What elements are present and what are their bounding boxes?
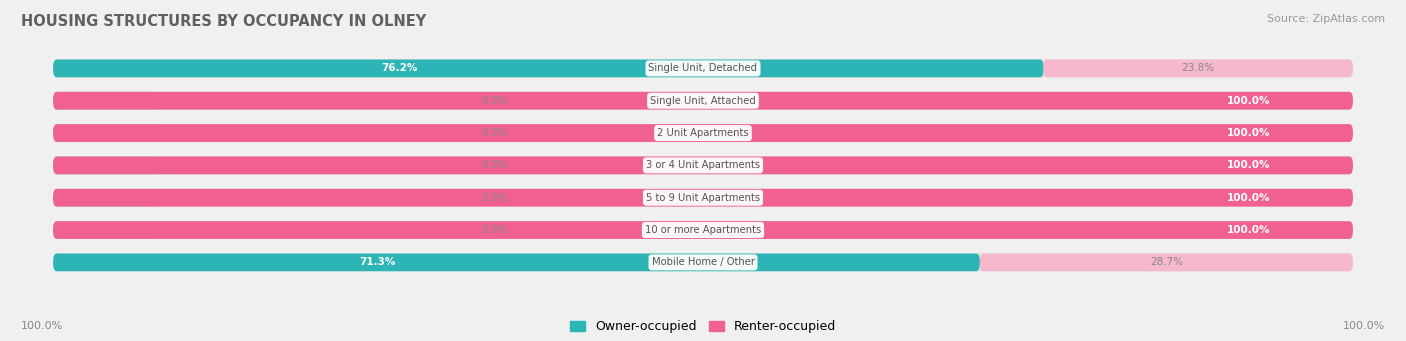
Text: 28.7%: 28.7% xyxy=(1150,257,1182,267)
FancyBboxPatch shape xyxy=(53,189,1353,207)
Text: 0.0%: 0.0% xyxy=(482,225,508,235)
Text: 0.0%: 0.0% xyxy=(482,193,508,203)
Text: 100.0%: 100.0% xyxy=(1227,160,1271,170)
Text: 0.0%: 0.0% xyxy=(482,128,508,138)
FancyBboxPatch shape xyxy=(53,189,157,207)
Text: 23.8%: 23.8% xyxy=(1181,63,1215,73)
Text: 10 or more Apartments: 10 or more Apartments xyxy=(645,225,761,235)
FancyBboxPatch shape xyxy=(53,60,1043,77)
FancyBboxPatch shape xyxy=(53,92,1353,109)
Text: 100.0%: 100.0% xyxy=(1227,225,1271,235)
Text: HOUSING STRUCTURES BY OCCUPANCY IN OLNEY: HOUSING STRUCTURES BY OCCUPANCY IN OLNEY xyxy=(21,14,426,29)
FancyBboxPatch shape xyxy=(53,92,157,109)
FancyBboxPatch shape xyxy=(53,157,1353,174)
Text: 71.3%: 71.3% xyxy=(360,257,395,267)
FancyBboxPatch shape xyxy=(980,253,1353,271)
FancyBboxPatch shape xyxy=(53,221,1353,239)
FancyBboxPatch shape xyxy=(53,221,1353,239)
FancyBboxPatch shape xyxy=(53,124,1353,142)
FancyBboxPatch shape xyxy=(53,92,1353,109)
FancyBboxPatch shape xyxy=(53,189,1353,207)
Text: 100.0%: 100.0% xyxy=(1343,321,1385,331)
FancyBboxPatch shape xyxy=(53,253,980,271)
Text: Source: ZipAtlas.com: Source: ZipAtlas.com xyxy=(1267,14,1385,24)
Text: 3 or 4 Unit Apartments: 3 or 4 Unit Apartments xyxy=(645,160,761,170)
FancyBboxPatch shape xyxy=(53,157,1353,174)
FancyBboxPatch shape xyxy=(53,60,1353,77)
FancyBboxPatch shape xyxy=(1043,60,1353,77)
Text: Single Unit, Detached: Single Unit, Detached xyxy=(648,63,758,73)
Text: 100.0%: 100.0% xyxy=(21,321,63,331)
Text: Mobile Home / Other: Mobile Home / Other xyxy=(651,257,755,267)
Legend: Owner-occupied, Renter-occupied: Owner-occupied, Renter-occupied xyxy=(565,315,841,338)
FancyBboxPatch shape xyxy=(53,253,1353,271)
FancyBboxPatch shape xyxy=(53,157,157,174)
FancyBboxPatch shape xyxy=(53,221,157,239)
Text: 100.0%: 100.0% xyxy=(1227,128,1271,138)
Text: Single Unit, Attached: Single Unit, Attached xyxy=(650,96,756,106)
Text: 5 to 9 Unit Apartments: 5 to 9 Unit Apartments xyxy=(645,193,761,203)
Text: 100.0%: 100.0% xyxy=(1227,193,1271,203)
Text: 100.0%: 100.0% xyxy=(1227,96,1271,106)
Text: 76.2%: 76.2% xyxy=(381,63,418,73)
FancyBboxPatch shape xyxy=(53,124,1353,142)
Text: 0.0%: 0.0% xyxy=(482,160,508,170)
Text: 0.0%: 0.0% xyxy=(482,96,508,106)
FancyBboxPatch shape xyxy=(53,124,157,142)
Text: 2 Unit Apartments: 2 Unit Apartments xyxy=(657,128,749,138)
